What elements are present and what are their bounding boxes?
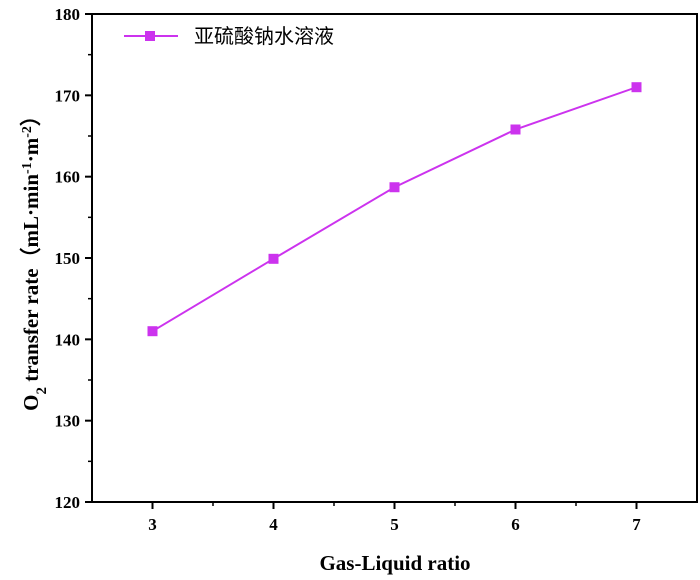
series-line	[151, 86, 637, 333]
x-tick-label: 4	[269, 515, 278, 534]
legend-label: 亚硫酸钠水溶液	[194, 24, 334, 48]
x-axis-title: Gas-Liquid ratio	[319, 551, 470, 575]
y-axis-title-sub: 2	[34, 387, 50, 395]
x-tick-label: 6	[511, 515, 520, 534]
y-tick-label: 140	[55, 330, 81, 349]
y-tick-label: 130	[55, 412, 81, 431]
plot-frame	[91, 13, 698, 503]
y-axis-title-part1: O	[19, 395, 43, 411]
x-tick-label: 3	[148, 515, 157, 534]
data-point	[389, 182, 400, 193]
data-point	[631, 82, 642, 93]
y-tick-label: 160	[55, 168, 81, 187]
y-axis-title-sup1: -1	[20, 162, 35, 174]
series-layer	[147, 82, 642, 337]
y-tick-label: 150	[55, 249, 81, 268]
legend: 亚硫酸钠水溶液	[124, 24, 334, 48]
x-tick-label: 5	[390, 515, 399, 534]
y-axis-title: O2 transfer rate（mL·min-1·m-2）	[19, 105, 50, 411]
y-axis-ticks: 120 130 140 150 160 170 180	[55, 5, 92, 512]
x-axis-ticks: 3 4 5 6 7	[148, 502, 641, 534]
y-axis-title-part3: ·m	[19, 137, 43, 162]
data-point	[147, 326, 158, 337]
data-point	[510, 124, 521, 135]
y-axis-title-part4: ）	[19, 105, 43, 126]
y-axis-title-part2: transfer rate（mL·min	[19, 174, 43, 387]
x-tick-label: 7	[632, 515, 641, 534]
y-tick-label: 120	[55, 493, 81, 512]
data-point	[268, 253, 279, 264]
y-axis-title-sup2: -2	[20, 126, 35, 138]
y-tick-label: 170	[55, 86, 81, 105]
legend-marker	[145, 31, 155, 41]
y-tick-label: 180	[55, 5, 81, 24]
